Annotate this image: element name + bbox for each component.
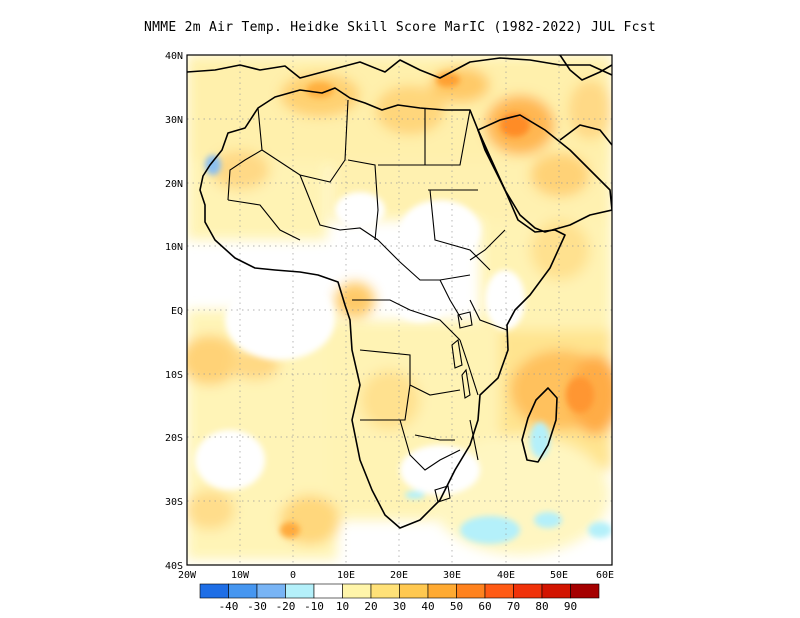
colorbar-swatch	[513, 583, 543, 599]
colorbar-label: 30	[393, 600, 406, 613]
lat-label: 40N	[165, 51, 183, 62]
skill-field	[187, 55, 612, 560]
lon-label: 50E	[550, 570, 568, 581]
grid-lines	[187, 55, 612, 565]
lat-label: 40S	[165, 561, 183, 572]
colorbar-label: 70	[507, 600, 520, 613]
lon-label: 20W	[178, 570, 197, 581]
colorbar-label: 20	[364, 600, 377, 613]
colorbar-swatch	[370, 583, 400, 599]
lat-label: 30N	[165, 115, 183, 126]
colorbar-swatch	[199, 583, 229, 599]
colorbar-swatch	[456, 583, 486, 599]
lon-label: 60E	[596, 570, 614, 581]
colorbar-label: 80	[535, 600, 548, 613]
lon-label: 40E	[497, 570, 515, 581]
plot-frame	[186, 54, 613, 566]
lon-label: 20E	[390, 570, 408, 581]
colorbar-label: -20	[276, 600, 296, 613]
lon-label: 0	[290, 570, 296, 581]
colorbar-swatch	[541, 583, 571, 599]
colorbar-swatch	[256, 583, 286, 599]
lat-label: 10S	[165, 370, 183, 381]
colorbar-label: 40	[421, 600, 434, 613]
lat-labels: 40N 30N 20N 10N EQ 10S 20S 30S 40S	[165, 51, 183, 572]
colorbar-swatch	[285, 583, 315, 599]
lon-label: 10E	[337, 570, 355, 581]
lat-label: 20N	[165, 179, 183, 190]
lon-labels: 20W 10W 0 10E 20E 30E 40E 50E 60E	[178, 570, 614, 581]
colorbar-label: 10	[336, 600, 349, 613]
colorbar-swatch	[399, 583, 429, 599]
lat-label: 10N	[165, 242, 183, 253]
colorbar	[199, 583, 600, 599]
lat-label: 20S	[165, 433, 183, 444]
colorbar-label: 60	[478, 600, 491, 613]
colorbar-label: 50	[450, 600, 463, 613]
colorbar-label: -10	[304, 600, 324, 613]
colorbar-swatch	[427, 583, 457, 599]
colorbar-swatch	[342, 583, 372, 599]
colorbar-swatch	[570, 583, 600, 599]
colorbar-swatch	[313, 583, 343, 599]
lat-label: 30S	[165, 497, 183, 508]
colorbar-swatch	[228, 583, 258, 599]
lon-label: 10W	[231, 570, 250, 581]
colorbar-label: -40	[219, 600, 239, 613]
colorbar-label: -30	[247, 600, 267, 613]
lat-label: EQ	[171, 306, 183, 317]
colorbar-swatch	[484, 583, 514, 599]
country-borders	[227, 99, 508, 503]
colorbar-label: 90	[564, 600, 577, 613]
coastlines	[187, 55, 612, 529]
map-title: NMME 2m Air Temp. Heidke Skill Score Mar…	[144, 20, 656, 35]
lon-label: 30E	[443, 570, 461, 581]
colorbar-labels: -40 -30 -20 -10 10 20 30 40 50 60 70 80 90	[219, 600, 578, 613]
